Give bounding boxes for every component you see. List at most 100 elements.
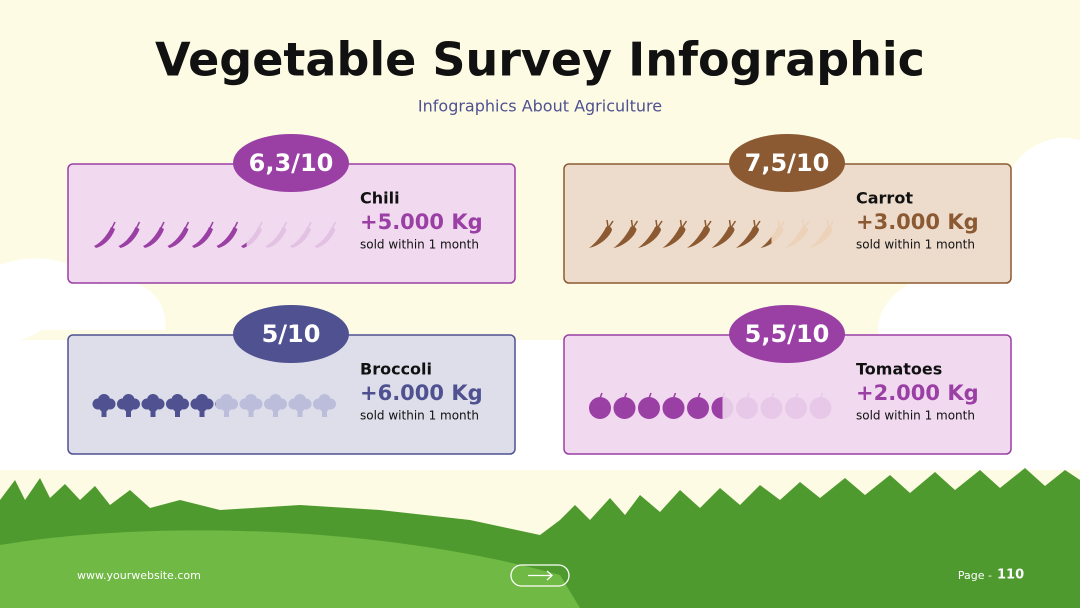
broccoli-icon <box>197 402 207 412</box>
icon <box>264 394 287 417</box>
score-badge <box>729 134 845 192</box>
carrot-icon <box>613 226 637 248</box>
icon <box>613 392 636 419</box>
tomato-icon <box>613 397 636 419</box>
tomato-stem <box>795 392 799 399</box>
icon <box>143 221 165 248</box>
chili-icon <box>216 227 238 248</box>
tomato-icon <box>662 397 685 419</box>
chili-stem <box>282 221 288 229</box>
chili-stem <box>160 221 165 229</box>
carrot-leaf <box>679 219 688 228</box>
chili-icon <box>290 227 311 248</box>
tomato-icon <box>809 397 832 419</box>
icon <box>809 219 835 248</box>
tomato-icon <box>711 397 723 419</box>
note: sold within 1 month <box>856 238 975 252</box>
chili-icon <box>94 227 115 248</box>
icon <box>92 394 116 417</box>
tomato-icon <box>736 397 758 419</box>
amount: +3.000 Kg <box>856 210 979 234</box>
icon <box>760 236 772 248</box>
icon <box>166 394 189 417</box>
icon <box>687 392 709 419</box>
icon <box>314 221 337 248</box>
tomato-stem <box>623 392 628 399</box>
icon <box>785 219 810 248</box>
amount: +2.000 Kg <box>856 381 979 405</box>
carrot-icon <box>760 226 784 248</box>
chili-stem <box>135 221 141 229</box>
vegetable-name: Tomatoes <box>856 360 942 379</box>
icon <box>239 394 263 417</box>
amount: +5.000 Kg <box>360 210 483 234</box>
rating-icons <box>589 392 723 419</box>
icon <box>711 219 737 248</box>
icon <box>94 221 116 248</box>
vegetable-name: Broccoli <box>360 360 432 379</box>
tomato-stem <box>697 392 701 399</box>
chili-icon <box>118 227 140 248</box>
chili-stem <box>209 221 214 229</box>
carrot-leaf <box>704 219 712 228</box>
score-badge <box>233 305 349 363</box>
carrot-icon <box>785 226 808 248</box>
carrot-leaf <box>728 219 737 228</box>
icon <box>215 394 238 417</box>
score-badge <box>233 134 349 192</box>
icon <box>216 221 239 248</box>
carrot-icon <box>662 226 686 248</box>
chili-icon <box>265 227 287 248</box>
icon <box>192 221 214 248</box>
rating-icons <box>92 394 216 417</box>
score-label: 7,5/10 <box>745 149 830 177</box>
broccoli-icon <box>99 402 109 412</box>
broccoli-icon <box>221 402 232 412</box>
icon <box>638 392 660 419</box>
page-label: Page - <box>958 569 992 582</box>
broccoli-icon <box>246 402 256 412</box>
icon <box>589 392 611 419</box>
icon <box>313 394 336 417</box>
carrot-leaf <box>826 219 835 228</box>
tomato-stem <box>721 392 726 399</box>
tomato-icon <box>638 397 660 419</box>
broccoli-icon <box>215 401 216 407</box>
score-badge <box>729 305 845 363</box>
chili-icon <box>192 227 213 248</box>
tomato-icon <box>687 397 709 419</box>
icon <box>760 219 786 248</box>
chili-icon <box>241 242 247 248</box>
rating-icons <box>94 221 247 248</box>
carrot-leaf <box>606 219 614 228</box>
carrot-icon <box>589 226 612 248</box>
icon <box>190 394 214 417</box>
vegetable-name: Carrot <box>856 189 913 208</box>
icon <box>290 221 312 248</box>
chili-stem <box>233 221 239 229</box>
icon <box>711 395 723 419</box>
icon <box>687 219 712 248</box>
tomato-icon <box>760 397 783 419</box>
card: 5/10 Broccoli +6.000 Kg sold within 1 month <box>67 305 516 455</box>
chili-stem <box>331 221 337 229</box>
carrot-icon <box>711 226 735 248</box>
icon <box>265 221 288 248</box>
carrot-icon <box>638 226 661 248</box>
arrow-icon[interactable] <box>528 570 553 581</box>
chili-icon <box>314 227 336 248</box>
button-outline[interactable] <box>510 564 570 587</box>
website: www.yourwebsite.com <box>77 569 201 582</box>
tomato-stem <box>672 392 677 399</box>
card: 7,5/10 Carrot +3.000 Kg sold within 1 month <box>563 134 1012 284</box>
next-button[interactable] <box>510 564 570 587</box>
chili-stem <box>184 221 190 229</box>
carrot-leaf <box>630 219 639 228</box>
card: 5,5/10 Tomatoes +2.000 Kg sold within 1 mon… <box>563 305 1012 455</box>
card: 6,3/10 Chili +5.000 Kg sold within 1 month <box>67 134 516 284</box>
tomato-icon <box>589 397 611 419</box>
note: sold within 1 month <box>360 238 479 252</box>
